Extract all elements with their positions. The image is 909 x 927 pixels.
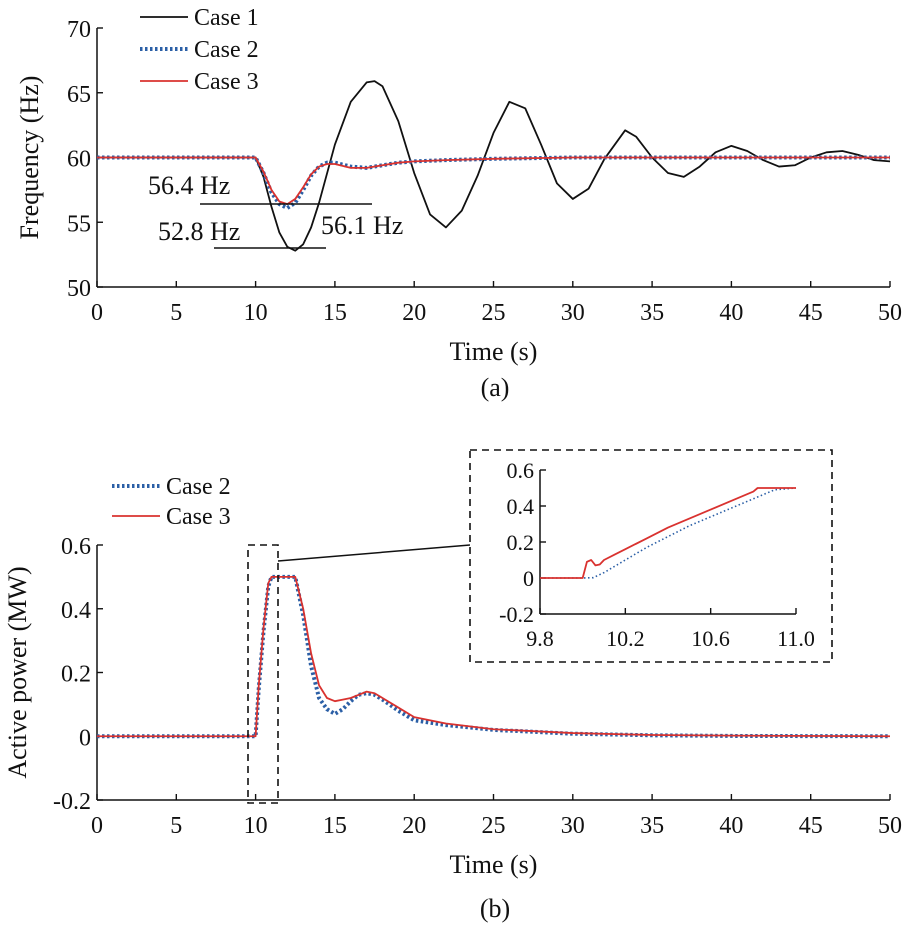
frequency-annotations: 56.4 Hz 52.8 Hz 56.1 Hz (148, 171, 403, 249)
active-power-x-tick-label: 40 (719, 813, 743, 839)
active-power-x-tick-label: 50 (878, 813, 902, 839)
inset-y-tick-label: -0.2 (499, 602, 534, 627)
inset-y-tick-label: 0 (523, 566, 534, 591)
active-power-x-tick-label: 25 (482, 813, 506, 839)
inset-x-tick-label: 10.2 (606, 626, 645, 651)
frequency-x-tick-label: 10 (244, 300, 268, 326)
frequency-x-tick-label: 5 (170, 300, 182, 326)
frequency-chart: 0 5 10 15 20 25 30 35 40 45 50 50 55 60 65 70 Time (s) Fr… (15, 5, 902, 402)
inset-axes: 9.8 10.2 10.6 11.0 -0.2 0 0.2 0.4 0.6 (499, 458, 815, 651)
frequency-x-tick-label: 50 (878, 300, 902, 326)
panel-label-a: (a) (481, 373, 510, 402)
active-power-y-axis-label: Active power (MW) (3, 566, 32, 778)
active-power-y-tick-label: 0.2 (61, 662, 91, 688)
active-power-x-axis-label: Time (s) (450, 850, 538, 879)
active-power-legend: Case 2 Case 3 (112, 474, 231, 530)
frequency-x-axis-label: Time (s) (450, 337, 538, 366)
annotation-56-4-hz: 56.4 Hz (148, 171, 230, 200)
active-power-x-tick-label: 15 (323, 813, 347, 839)
frequency-y-tick-label: 70 (67, 17, 91, 43)
active-power-series-case-2-line (97, 574, 891, 739)
active-power-x-tick-label: 20 (402, 813, 426, 839)
frequency-legend-label-case-2: Case 2 (194, 37, 259, 63)
inset-y-tick-label: 0.4 (507, 494, 535, 519)
active-power-x-tick-label: 10 (244, 813, 268, 839)
active-power-y-tick-label: -0.2 (53, 789, 91, 815)
annotation-52-8-hz: 52.8 Hz (158, 217, 240, 246)
frequency-x-tick-label: 35 (640, 300, 664, 326)
frequency-series-case-1-line (97, 80, 891, 252)
frequency-axes: 0 5 10 15 20 25 30 35 40 45 50 50 55 60 65 70 Time (s) Fr… (15, 17, 902, 366)
inset-x-tick-label: 11.0 (777, 626, 815, 651)
active-power-x-tick-label: 30 (561, 813, 585, 839)
active-power-legend-label-case-3: Case 3 (166, 504, 231, 530)
inset-y-tick-label: 0.2 (507, 530, 535, 555)
frequency-series-lines (97, 80, 891, 252)
frequency-y-tick-label: 65 (67, 82, 91, 108)
frequency-x-tick-label: 0 (91, 300, 103, 326)
frequency-series-case-3-line (97, 156, 890, 206)
active-power-series-lines (97, 574, 891, 739)
frequency-legend-label-case-1: Case 1 (194, 5, 259, 31)
frequency-x-tick-label: 20 (402, 300, 426, 326)
active-power-x-tick-label: 35 (640, 813, 664, 839)
frequency-x-tick-label: 25 (482, 300, 506, 326)
panel-label-b: (b) (480, 894, 510, 923)
inset-y-tick-label: 0.6 (507, 458, 535, 483)
zoom-leader-line (277, 544, 471, 562)
inset-series-case-2-line (540, 487, 797, 579)
inset-series-case-3-line (540, 487, 796, 579)
active-power-y-tick-label: 0.4 (61, 598, 91, 624)
inset-x-tick-label: 10.6 (691, 626, 730, 651)
inset-frame (469, 449, 833, 663)
zoom-indicator (247, 544, 471, 804)
frequency-x-tick-label: 15 (323, 300, 347, 326)
active-power-x-tick-label: 5 (170, 813, 182, 839)
frequency-y-axis-label: Frequency (Hz) (15, 76, 44, 240)
active-power-y-tick-label: 0.6 (61, 534, 91, 560)
frequency-x-tick-label: 40 (719, 300, 743, 326)
frequency-x-tick-label: 45 (799, 300, 823, 326)
annotation-56-1-hz: 56.1 Hz (321, 211, 403, 240)
active-power-y-tick-label: 0 (79, 725, 91, 751)
active-power-x-tick-label: 0 (91, 813, 103, 839)
inset-x-tick-label: 9.8 (526, 626, 554, 651)
frequency-x-tick-label: 30 (561, 300, 585, 326)
active-power-series-case-3-line (97, 575, 891, 738)
active-power-legend-label-case-2: Case 2 (166, 474, 231, 500)
frequency-y-tick-label: 60 (67, 147, 91, 173)
frequency-y-tick-label: 50 (67, 276, 91, 302)
active-power-x-tick-label: 45 (799, 813, 823, 839)
zoom-region-box (247, 544, 279, 804)
frequency-legend: Case 1 Case 2 Case 3 (140, 5, 259, 95)
frequency-legend-label-case-3: Case 3 (194, 69, 259, 95)
frequency-y-tick-label: 55 (67, 211, 91, 237)
inset-zoom-chart: 9.8 10.2 10.6 11.0 -0.2 0 0.2 0.4 0.6 (469, 449, 833, 663)
inset-series-lines (540, 487, 797, 579)
